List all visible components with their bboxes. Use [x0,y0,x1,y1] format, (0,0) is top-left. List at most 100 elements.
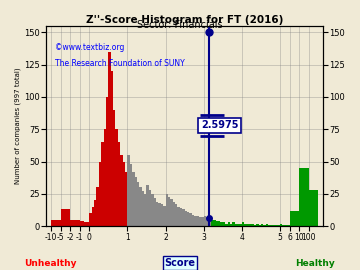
Bar [254,225,256,226]
Bar [137,182,139,226]
Bar [199,217,201,226]
Bar [149,190,151,226]
Bar [225,224,228,226]
Bar [258,225,261,226]
Bar [218,221,220,226]
Bar [201,217,204,226]
Text: Score: Score [165,258,195,268]
Bar [299,168,309,226]
Bar [180,208,182,226]
Bar [108,52,111,226]
Y-axis label: Number of companies (997 total): Number of companies (997 total) [15,68,22,184]
Bar [85,222,89,226]
Bar [278,225,280,226]
Bar [51,220,60,226]
Bar [268,225,270,226]
Bar [275,225,278,226]
Bar [206,217,208,226]
Title: Z''-Score Histogram for FT (2016): Z''-Score Histogram for FT (2016) [86,15,283,25]
Bar [142,191,144,226]
Bar [130,164,132,226]
Bar [220,222,223,226]
Bar [216,221,218,226]
Bar [251,224,254,226]
Bar [106,97,108,226]
Bar [139,187,142,226]
Bar [94,200,96,226]
Bar [151,194,154,226]
Bar [244,224,247,226]
Text: 2.5975: 2.5975 [201,120,238,130]
Bar [237,224,239,226]
Bar [125,172,127,226]
Bar [235,224,237,226]
Bar [256,224,258,226]
Bar [80,221,85,226]
Bar [177,207,180,226]
Bar [289,211,299,226]
Bar [223,222,225,226]
Text: The Research Foundation of SUNY: The Research Foundation of SUNY [55,59,184,68]
Bar [197,216,199,226]
Bar [147,185,149,226]
Bar [283,225,285,226]
Bar [101,142,104,226]
Bar [132,172,135,226]
Bar [247,224,249,226]
Bar [163,205,166,226]
Text: Unhealthy: Unhealthy [24,259,77,268]
Bar [158,203,161,226]
Bar [242,222,244,226]
Bar [91,207,94,226]
Text: Healthy: Healthy [295,259,335,268]
Bar [96,187,99,226]
Bar [280,224,283,226]
Bar [261,224,264,226]
Bar [70,220,80,226]
Bar [60,210,70,226]
Bar [208,218,211,226]
Bar [228,222,230,226]
Bar [127,155,130,226]
Bar [120,155,123,226]
Bar [189,213,192,226]
Bar [144,194,147,226]
Text: Sector: Financials: Sector: Financials [137,20,223,30]
Bar [204,216,206,226]
Bar [168,197,170,226]
Bar [232,222,235,226]
Bar [270,225,273,226]
Bar [249,224,251,226]
Bar [182,210,185,226]
Bar [287,225,289,226]
Bar [264,225,266,226]
Bar [273,225,275,226]
Bar [187,212,189,226]
Bar [118,142,120,226]
Bar [230,224,232,226]
Bar [166,194,168,226]
Bar [194,216,197,226]
Bar [192,215,194,226]
Bar [113,110,116,226]
Bar [175,204,177,226]
Bar [111,71,113,226]
Bar [135,177,137,226]
Bar [285,225,287,226]
Bar [211,220,213,226]
Bar [156,202,158,226]
Bar [170,199,173,226]
Bar [185,211,187,226]
Bar [89,213,91,226]
Bar [154,198,156,226]
Bar [173,202,175,226]
Bar [239,224,242,226]
Bar [266,224,268,226]
Bar [99,161,101,226]
Bar [161,204,163,226]
Bar [309,190,318,226]
Text: ©www.textbiz.org: ©www.textbiz.org [55,43,124,52]
Bar [104,129,106,226]
Bar [123,161,125,226]
Bar [213,220,216,226]
